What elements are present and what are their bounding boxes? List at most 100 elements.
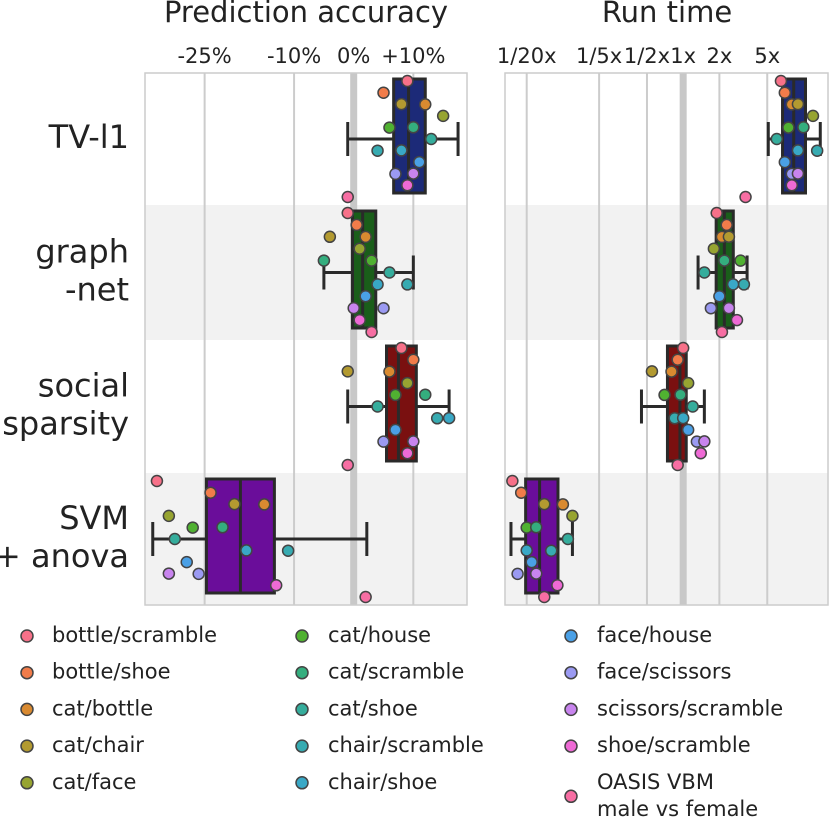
point bbox=[538, 590, 551, 604]
point bbox=[281, 544, 295, 557]
point bbox=[383, 365, 396, 378]
x-tick-label: -10% bbox=[267, 44, 321, 68]
x-tick-label: 1/5x bbox=[576, 44, 622, 68]
legend-label: chair/scramble bbox=[328, 733, 484, 757]
point bbox=[407, 121, 420, 134]
point bbox=[698, 266, 711, 279]
point bbox=[389, 423, 402, 437]
legend-marker bbox=[295, 665, 309, 680]
point bbox=[377, 301, 390, 315]
point bbox=[389, 167, 402, 181]
point bbox=[694, 446, 708, 460]
point bbox=[720, 218, 733, 232]
point bbox=[791, 167, 805, 180]
point bbox=[419, 388, 432, 401]
point bbox=[413, 155, 426, 169]
point bbox=[681, 376, 695, 390]
panel-frame bbox=[504, 72, 829, 606]
legend-marker bbox=[20, 629, 34, 643]
point bbox=[511, 567, 524, 581]
point bbox=[520, 544, 533, 557]
point bbox=[359, 290, 372, 303]
point bbox=[401, 179, 414, 192]
panel-title: Run time bbox=[602, 0, 732, 29]
point bbox=[383, 121, 396, 134]
point bbox=[782, 121, 795, 134]
point bbox=[347, 301, 360, 315]
point bbox=[323, 230, 337, 244]
point bbox=[204, 486, 217, 499]
point bbox=[180, 555, 193, 569]
point bbox=[389, 388, 402, 402]
point bbox=[707, 242, 721, 255]
point bbox=[383, 266, 396, 279]
point bbox=[658, 388, 671, 402]
point bbox=[371, 144, 384, 157]
legend-label: cat/face bbox=[52, 770, 136, 794]
point bbox=[359, 230, 372, 244]
x-tick-label: 5x bbox=[754, 44, 780, 68]
point bbox=[538, 497, 551, 511]
legend-label: scissors/scramble bbox=[597, 696, 783, 720]
x-tick-label: 1/2x bbox=[624, 44, 670, 68]
point bbox=[718, 254, 731, 267]
point bbox=[350, 218, 363, 232]
point bbox=[407, 353, 420, 367]
legend-label: OASIS VBM bbox=[597, 770, 714, 794]
point bbox=[377, 86, 390, 99]
point bbox=[778, 155, 792, 169]
legend-label: bottle/shoe bbox=[52, 660, 171, 684]
point bbox=[770, 132, 784, 146]
point bbox=[401, 376, 414, 390]
point bbox=[529, 567, 543, 580]
point bbox=[645, 365, 659, 378]
point bbox=[395, 97, 408, 111]
point bbox=[407, 435, 420, 448]
legend-label: chair/shoe bbox=[328, 770, 437, 794]
point bbox=[401, 446, 414, 460]
row-band bbox=[145, 205, 467, 340]
legend-marker bbox=[295, 776, 309, 790]
point bbox=[681, 423, 695, 437]
x-tick-label: -25% bbox=[177, 44, 231, 68]
legend-marker bbox=[295, 739, 309, 753]
row-label: SVM bbox=[59, 499, 129, 537]
legend-label: shoe/scramble bbox=[597, 733, 751, 757]
point bbox=[377, 435, 390, 448]
row-label: sparsity bbox=[2, 405, 129, 443]
point bbox=[791, 144, 805, 157]
legend-label: bottle/scramble bbox=[52, 623, 217, 647]
point bbox=[791, 97, 805, 111]
point bbox=[806, 109, 820, 123]
point bbox=[561, 532, 575, 546]
point bbox=[506, 474, 519, 488]
point bbox=[686, 400, 699, 413]
point bbox=[525, 555, 538, 569]
legend-marker bbox=[564, 789, 578, 804]
point bbox=[774, 74, 788, 88]
point bbox=[710, 206, 723, 220]
point bbox=[566, 509, 579, 523]
point bbox=[676, 411, 690, 425]
point bbox=[359, 590, 372, 604]
legend-label: cat/shoe bbox=[328, 696, 418, 720]
point bbox=[395, 341, 408, 355]
point bbox=[551, 579, 564, 592]
point bbox=[371, 278, 384, 291]
x-tick-label: 1x bbox=[670, 44, 696, 68]
panel-title: Prediction accuracy bbox=[164, 0, 448, 29]
point bbox=[674, 388, 687, 401]
point bbox=[401, 278, 414, 291]
legend-marker bbox=[564, 629, 578, 643]
point bbox=[671, 353, 684, 367]
point bbox=[365, 325, 378, 339]
point bbox=[442, 411, 456, 425]
row-band bbox=[505, 205, 828, 340]
point bbox=[722, 301, 736, 315]
point bbox=[730, 313, 744, 327]
point bbox=[737, 278, 751, 291]
point bbox=[797, 121, 810, 134]
point bbox=[698, 435, 711, 448]
legend-label: cat/scramble bbox=[328, 660, 464, 684]
point bbox=[353, 242, 366, 255]
